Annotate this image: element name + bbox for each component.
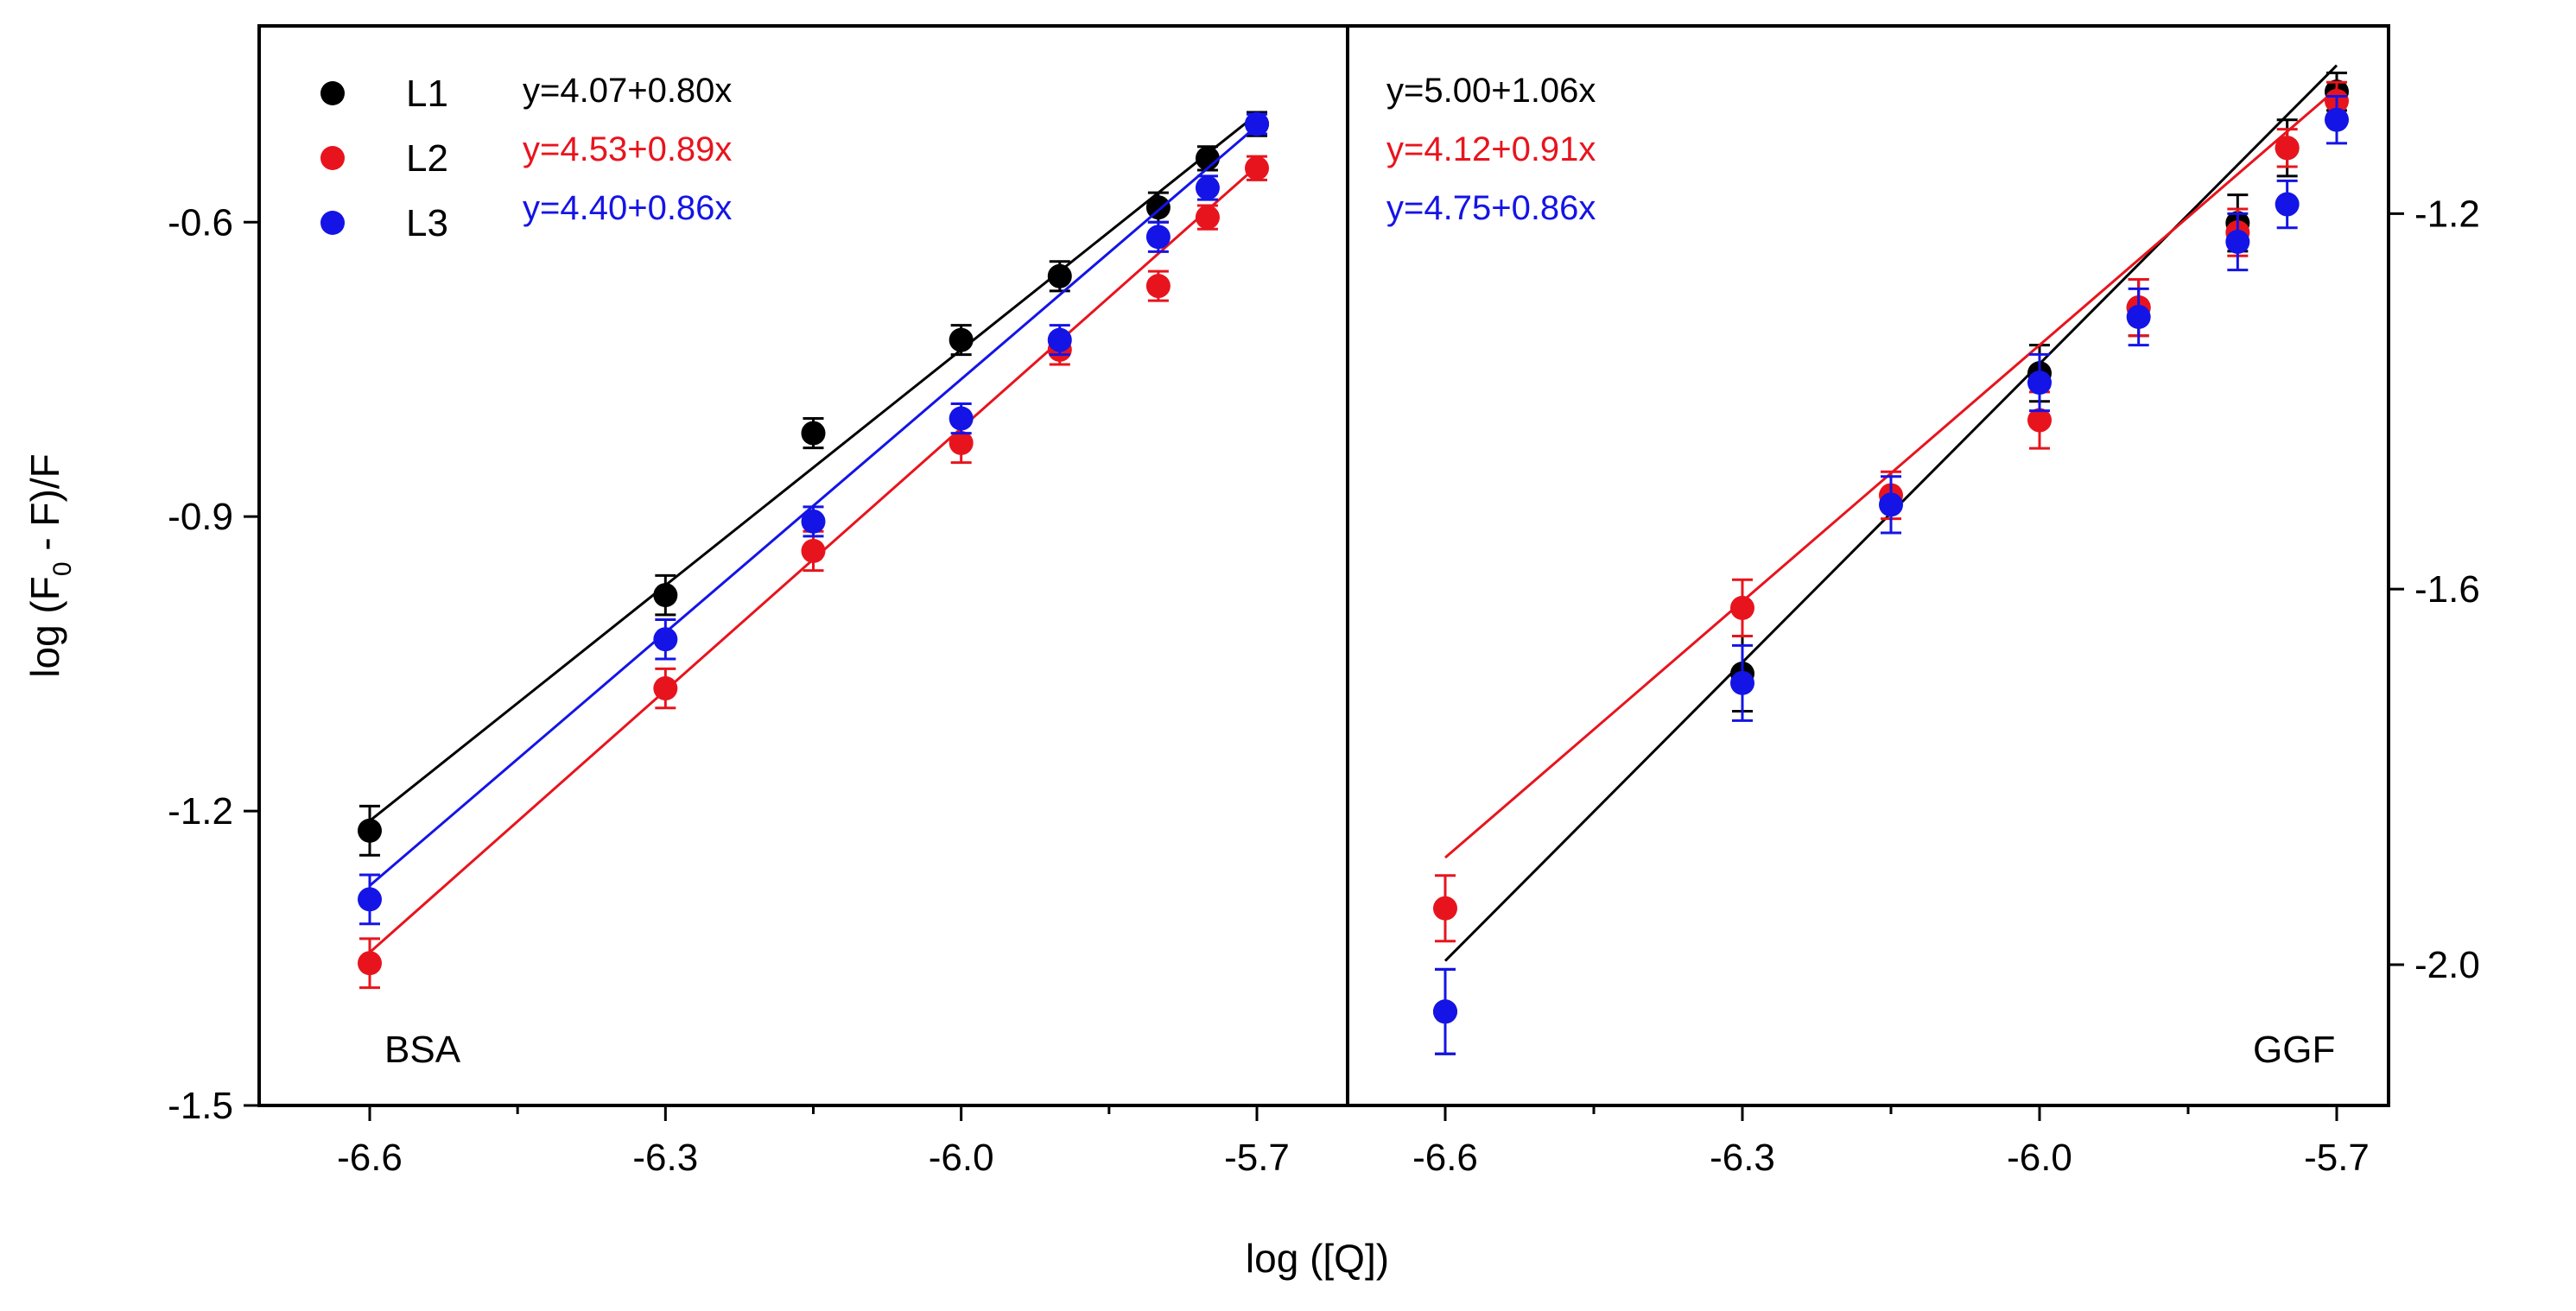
y-tick-label: -1.2	[168, 790, 233, 833]
x-tick-label: -6.3	[1710, 1137, 1775, 1179]
data-point-l3	[1145, 225, 1171, 250]
data-point-l3	[1879, 492, 1903, 517]
y-tick-label: -1.5	[168, 1085, 233, 1127]
legend-label-l2: L2	[406, 137, 448, 180]
data-point-l1	[949, 327, 974, 352]
data-point-l2	[949, 430, 974, 455]
y-tick-label: -1.2	[2414, 193, 2480, 235]
fit-equation-bsa-l3: y=4.40+0.86x	[523, 189, 732, 227]
data-point-l3	[1245, 111, 1269, 136]
x-tick-label: -6.0	[929, 1137, 994, 1179]
data-point-l3	[2325, 107, 2349, 132]
legend: L1 L2 L3 y=4.07+0.80x y=4.53+0.89x y=4.40+0.8…	[320, 72, 1596, 244]
data-point-l3	[653, 627, 678, 652]
data-point-l1	[358, 818, 382, 843]
data-point-l1	[801, 421, 826, 446]
data-point-l1	[653, 583, 678, 608]
data-point-l2	[1195, 205, 1220, 230]
fit-equation-bsa-l2: y=4.53+0.89x	[523, 130, 732, 168]
data-point-l2	[1245, 155, 1269, 180]
panel-bsa: BSA	[358, 111, 1269, 1071]
legend-label-l1: L1	[406, 73, 448, 115]
x-tick-label: -6.3	[632, 1137, 698, 1179]
data-point-l1	[1145, 195, 1171, 220]
data-point-l3	[2027, 370, 2052, 396]
fit-equation-ggf-l2: y=4.12+0.91x	[1386, 130, 1596, 168]
data-point-l2	[1433, 896, 1457, 921]
plot-frame	[257, 24, 2390, 1107]
data-point-l3	[1730, 670, 1754, 695]
legend-label-l3: L3	[406, 202, 448, 244]
y-axis-title: log (F0 - F)/F	[22, 453, 77, 677]
data-point-l2	[1730, 595, 1754, 620]
data-point-l2	[653, 676, 678, 701]
data-point-l2	[801, 538, 826, 563]
data-point-l2	[358, 951, 382, 976]
fit-equation-ggf-l3: y=4.75+0.86x	[1386, 189, 1596, 227]
x-tick-label: -6.6	[1412, 1137, 1478, 1179]
fit-equation-ggf-l1: y=5.00+1.06x	[1386, 72, 1596, 110]
data-point-l3	[1433, 999, 1457, 1024]
y-tick-label: -2.0	[2414, 944, 2480, 986]
legend-marker-l1	[320, 81, 345, 105]
x-tick-label: -5.7	[1224, 1137, 1290, 1179]
data-point-l3	[2126, 304, 2151, 329]
y-tick-label: -0.6	[168, 201, 233, 244]
data-point-l3	[358, 887, 382, 912]
y-tick-label: -0.9	[168, 496, 233, 538]
data-point-l3	[2275, 192, 2300, 217]
data-point-l2	[1145, 274, 1171, 299]
legend-marker-l3	[320, 211, 345, 235]
data-point-l2	[2275, 136, 2300, 161]
fit-line-l1	[369, 113, 1258, 822]
x-tick-label: -6.0	[2007, 1137, 2072, 1179]
data-point-l3	[801, 509, 826, 534]
data-point-l1	[1047, 263, 1072, 288]
data-point-l3	[1195, 175, 1220, 200]
data-point-l3	[1047, 327, 1072, 352]
legend-marker-l2	[320, 146, 345, 170]
x-axis-title: log ([Q])	[1246, 1236, 1389, 1281]
panel-label-bsa: BSA	[384, 1029, 461, 1071]
panel-label-ggf: GGF	[2253, 1029, 2335, 1071]
axes-layer: -6.6 -6.3 -6.0 -5.7 -0.6 -0.9 -1.2 -1.5 -6.6 -6.3…	[168, 193, 2480, 1179]
x-tick-label: -6.6	[337, 1137, 403, 1179]
x-tick-label: -5.7	[2304, 1137, 2370, 1179]
data-point-l3	[949, 406, 974, 431]
data-point-l3	[2225, 230, 2250, 254]
panel-ggf: GGF	[1433, 64, 2349, 1071]
data-point-l2	[2027, 408, 2052, 433]
y-tick-label: -1.6	[2414, 568, 2480, 611]
fit-equation-bsa-l1: y=4.07+0.80x	[523, 72, 732, 110]
